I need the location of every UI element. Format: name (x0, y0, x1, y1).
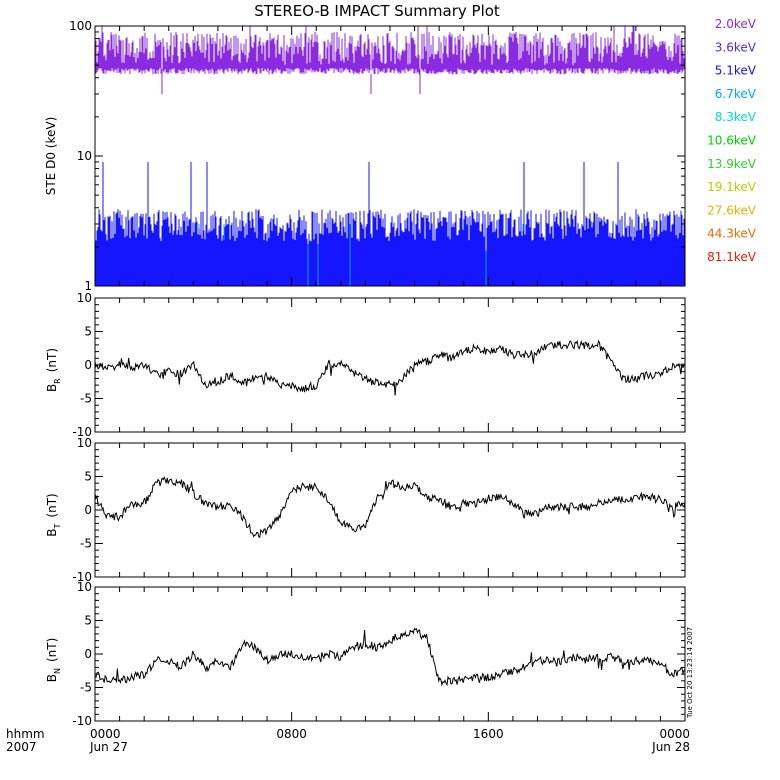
br-tick-label: 10 (77, 291, 92, 305)
bn-y-label-unit: (nT) (45, 638, 59, 662)
br-tick-label: -10 (72, 425, 92, 439)
br-y-label-sub: R (53, 378, 62, 384)
flux-tick-label: 1 (84, 279, 92, 293)
bt-y-ticks: -10 -5 0 5 10 (72, 436, 685, 584)
x-tick-date-label: Jun 28 (651, 740, 690, 754)
bn-y-label: BN (nT) (45, 638, 62, 683)
flux-tick-label: 10 (77, 149, 92, 163)
bn-y-label-base: B (45, 674, 59, 682)
legend-entry: 13.9keV (707, 157, 757, 171)
bt-y-label-sub: T (53, 523, 62, 529)
bt-y-label-base: B (45, 528, 59, 536)
bt-tick-label: 5 (84, 470, 92, 484)
bn-line (94, 627, 686, 687)
timestamp: Tue Oct 20 13:23:14 2007 (686, 627, 694, 719)
legend-entry: 19.1keV (707, 180, 757, 194)
br-panel-frame (94, 297, 686, 433)
br-tick-label: 5 (84, 325, 92, 339)
bt-tick-label: 0 (84, 503, 92, 517)
legend-entry: 5.1keV (715, 64, 757, 78)
flux-bands (95, 26, 685, 286)
flux-panel: 1 10 100 STE D0 (keV) (44, 19, 686, 293)
bt-y-label-unit: (nT) (45, 493, 59, 517)
br-y-label-unit: (nT) (45, 348, 59, 372)
bt-panel: -10 -5 0 5 10 BT (nT) (45, 436, 686, 584)
x-tick-label: 0800 (276, 727, 307, 741)
energy-legend: 2.0keV 3.6keV 5.1keV 6.7keV 8.3keV 10.6keV 13.… (707, 17, 757, 264)
bn-panel-frame (94, 586, 686, 722)
legend-entry: 8.3keV (715, 110, 757, 124)
br-y-label-base: B (45, 384, 59, 392)
br-panel: -10 -5 0 5 10 BR (nT) (45, 291, 686, 439)
bt-tick-label: 10 (77, 436, 92, 450)
bn-y-label-sub: N (53, 668, 62, 674)
br-line (94, 339, 686, 396)
br-tick-label: 0 (84, 358, 92, 372)
legend-entry: 6.7keV (715, 87, 757, 101)
x-row-label-2: 2007 (6, 740, 37, 754)
legend-entry: 3.6keV (715, 40, 757, 54)
bn-tick-label: 5 (84, 614, 92, 628)
flux-tick-label: 100 (69, 19, 92, 33)
bn-y-ticks: -10 -5 0 5 10 (72, 580, 685, 728)
chart-title: STEREO-B IMPACT Summary Plot (254, 2, 500, 20)
legend-entry: 2.0keV (715, 17, 757, 31)
bt-tick-label: -10 (72, 570, 92, 584)
flux-y-ticks: 1 10 100 (69, 19, 685, 293)
x-row-label-1: hhmm (6, 727, 45, 741)
flux-band-5.1keV (95, 161, 685, 286)
legend-entry: 44.3keV (707, 227, 757, 241)
br-y-label: BR (nT) (45, 348, 62, 392)
bn-tick-label: 0 (84, 647, 92, 661)
bt-y-label: BT (nT) (45, 493, 62, 536)
flux-band-2.0keV (95, 26, 685, 94)
x-tick-label: 0000 (659, 727, 690, 741)
br-y-ticks: -10 -5 0 5 10 (72, 291, 685, 439)
bn-tick-label: 10 (77, 580, 92, 594)
legend-entry: 10.6keV (707, 134, 757, 148)
x-tick-date-label: Jun 27 (89, 740, 128, 754)
bn-tick-label: -10 (72, 714, 92, 728)
bn-panel: -10 -5 0 5 10 BN (nT) (45, 580, 686, 728)
flux-y-label: STE D0 (keV) (44, 117, 58, 196)
br-tick-label: -5 (80, 392, 92, 406)
legend-entry: 27.6keV (707, 203, 757, 217)
x-tick-label: 1600 (473, 727, 504, 741)
bn-tick-label: -5 (80, 681, 92, 695)
bt-panel-frame (94, 442, 686, 578)
legend-entry: 81.1keV (707, 250, 757, 264)
bt-line (94, 476, 686, 539)
bt-tick-label: -5 (80, 537, 92, 551)
x-tick-label: 0000 (90, 727, 121, 741)
